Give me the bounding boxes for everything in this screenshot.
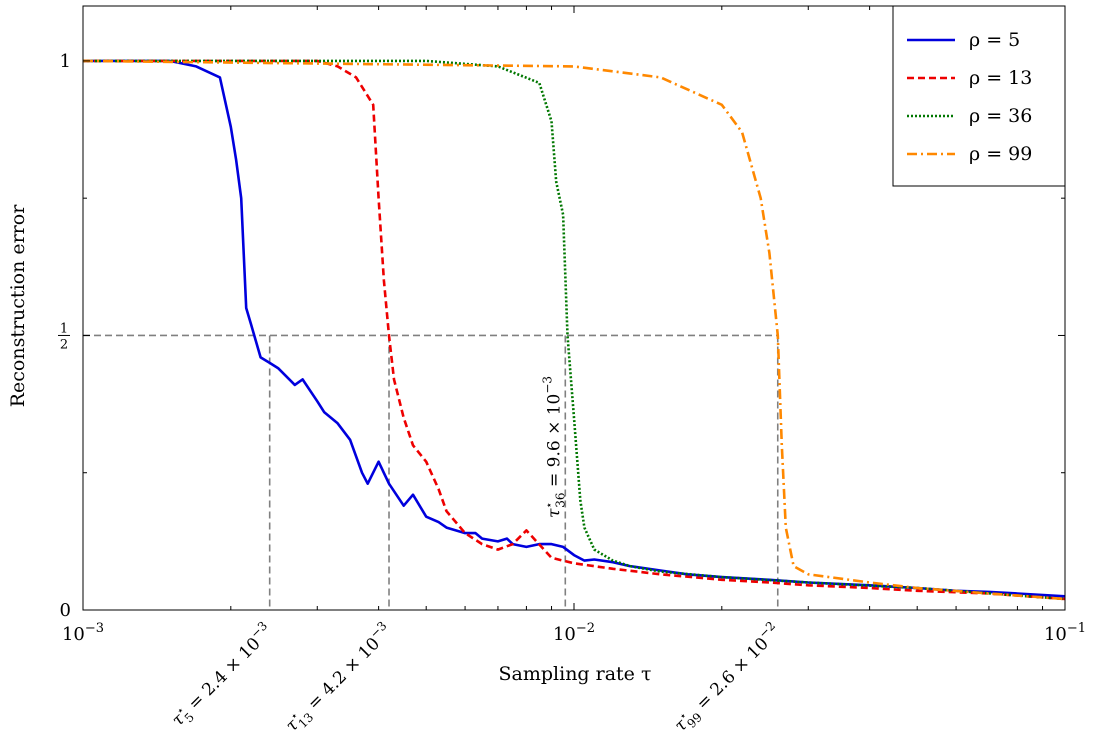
critical-rate-label-13: τ⋆13 = 4.2 × 10−3 xyxy=(279,619,399,739)
legend-box xyxy=(892,5,1066,187)
series-line-rho-13 xyxy=(83,59,1066,601)
y-tick-label: 1 xyxy=(60,51,71,72)
y-axis-label: Reconstruction error xyxy=(7,204,29,407)
x-tick-label: 10−3 xyxy=(62,621,104,645)
series-line-rho-99 xyxy=(82,59,1066,601)
series-line-rho-5 xyxy=(83,59,1066,598)
critical-rate-label-group-99: τ⋆99 = 2.6 × 10−2 xyxy=(668,619,788,739)
x-tick-label: 10−2 xyxy=(553,621,595,645)
critical-rate-label-5: τ⋆5 = 2.4 × 10−3 xyxy=(165,619,279,733)
series-lines xyxy=(82,59,1066,601)
critical-rate-label-group-5: τ⋆5 = 2.4 × 10−3 xyxy=(165,619,279,733)
critical-rate-label-99: τ⋆99 = 2.6 × 10−2 xyxy=(668,619,788,739)
critical-rate-label-36: τ⋆36 = 9.6 × 10−3 xyxy=(540,376,567,518)
y-tick-label-denominator: 2 xyxy=(60,337,68,352)
critical-rate-label-group-36: τ⋆36 = 9.6 × 10−3 xyxy=(540,376,567,518)
legend-label-rho-13: ρ = 13 xyxy=(969,67,1032,89)
legend-label-rho-36: ρ = 36 xyxy=(969,105,1032,127)
critical-rate-label-group-13: τ⋆13 = 4.2 × 10−3 xyxy=(279,619,399,739)
y-tick-label: 0 xyxy=(60,600,71,621)
legend-label-rho-5: ρ = 5 xyxy=(969,29,1020,51)
y-tick-label-numerator: 1 xyxy=(60,321,68,336)
critical-rate-labels: τ⋆5 = 2.4 × 10−3τ⋆13 = 4.2 × 10−3 τ⋆36 = … xyxy=(165,376,788,739)
legend: ρ = 5 ρ = 13 ρ = 36 ρ = 99 xyxy=(892,5,1066,187)
half-error-guides xyxy=(83,334,779,610)
series-line-rho-36 xyxy=(83,59,1066,601)
x-tick-label: 10−1 xyxy=(1044,621,1086,645)
legend-label-rho-99: ρ = 99 xyxy=(969,143,1032,165)
x-axis-label: Sampling rate τ xyxy=(499,663,652,685)
